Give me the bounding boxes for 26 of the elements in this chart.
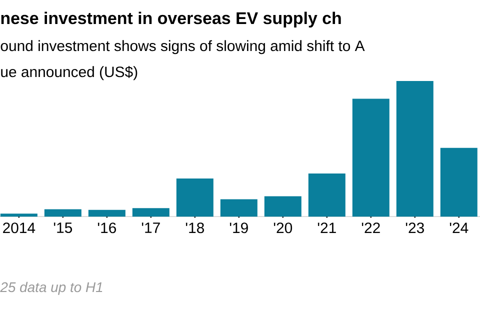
- x-tick-label: 2014: [3, 222, 36, 234]
- x-tick-label: '18: [186, 222, 204, 234]
- x-tick-label: '16: [98, 222, 116, 234]
- chart-subtitle: ound investment shows signs of slowing amid shift to A: [0, 40, 365, 54]
- x-tick-label: '20: [274, 222, 292, 234]
- bar: [176, 178, 214, 217]
- text: 25 data up to H1: [0, 282, 102, 295]
- bar: [396, 80, 434, 217]
- bar: [352, 98, 390, 217]
- bar: [44, 209, 82, 217]
- bar: [440, 148, 478, 217]
- bar: [0, 214, 38, 217]
- x-tick-label: '19: [230, 222, 248, 234]
- y-axis-title: ue announced (US$): [1, 66, 138, 80]
- bar: [220, 199, 258, 217]
- x-tick-label: '24: [450, 222, 468, 234]
- bar: [88, 210, 126, 217]
- chart-title: nese investment in overseas EV supply ch: [1, 12, 341, 28]
- x-tick-label: '17: [142, 222, 160, 233]
- x-tick-label: '21: [318, 222, 336, 234]
- x-tick-label: '23: [406, 222, 424, 234]
- bar: [264, 196, 302, 217]
- x-tick-label: '22: [362, 222, 380, 234]
- bar: [132, 208, 170, 217]
- x-tick-label: '15: [54, 222, 72, 234]
- bar: [308, 173, 346, 217]
